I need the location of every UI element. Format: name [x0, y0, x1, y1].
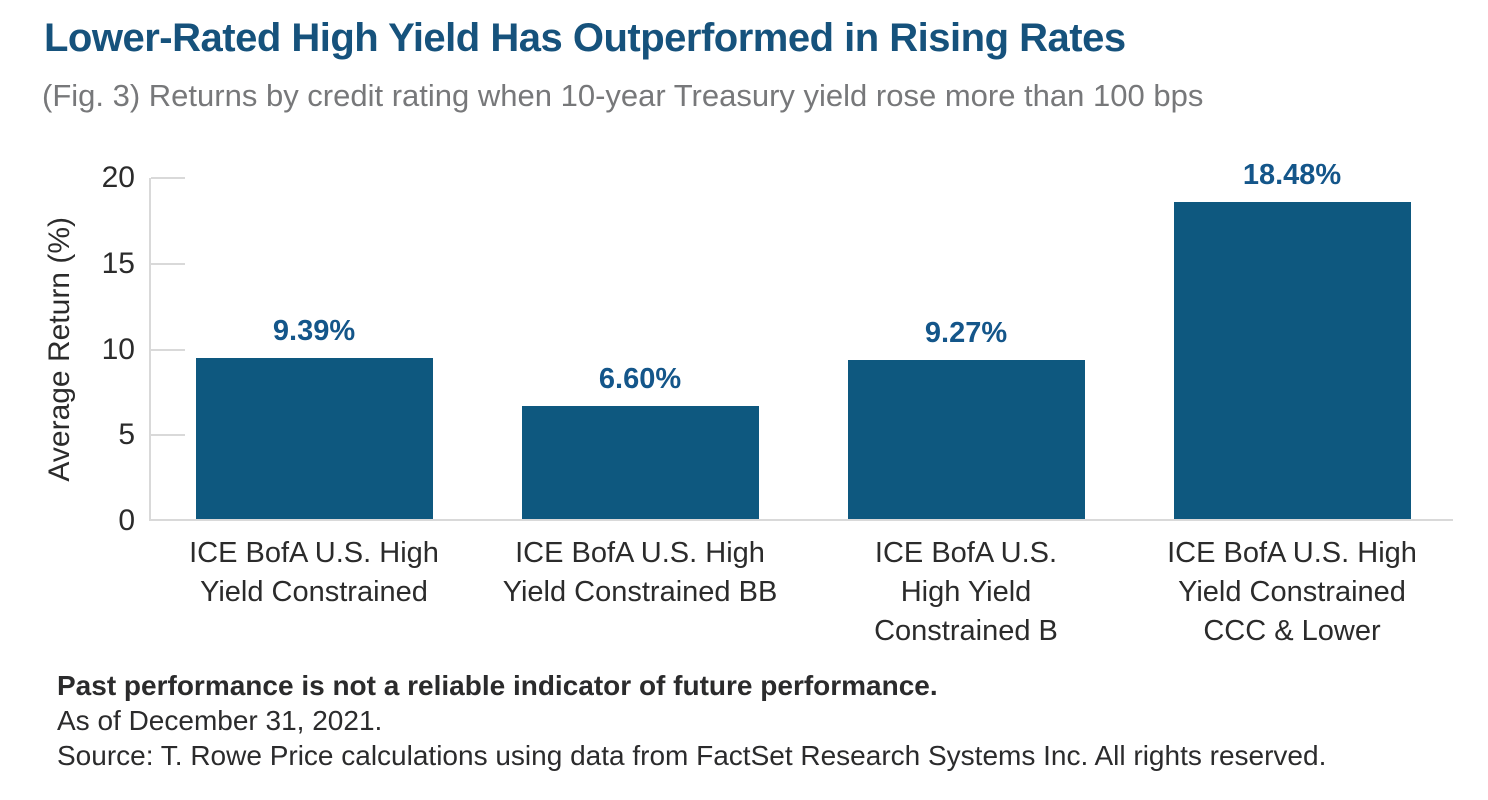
chart-subtitle: (Fig. 3) Returns by credit rating when 1… [42, 78, 1204, 113]
bar [195, 357, 433, 519]
x-axis-label: ICE BofA U.S. High Yield Constrained B [874, 537, 1058, 647]
y-tick-label: 10 [101, 332, 135, 366]
y-tick-label: 20 [101, 161, 135, 194]
y-tick-label: 15 [101, 246, 135, 280]
source-note: Source: T. Rowe Price calculations using… [57, 740, 1327, 771]
y-tick-mark [151, 434, 185, 437]
bar [521, 405, 759, 519]
plot-area: 0 5 10 15 20 9.39% ICE BofA U.S. High Yield Co… [102, 159, 1453, 647]
y-tick-mark [151, 348, 185, 351]
y-tick-mark [151, 177, 185, 179]
y-tick-mark [151, 262, 185, 265]
y-axis-title: Average Return (%) [38, 178, 82, 521]
x-axis-label: ICE BofA U.S. High Yield Constrained [189, 537, 439, 608]
y-tick-label: 5 [118, 418, 135, 452]
as-of-date: As of December 31, 2021. [57, 705, 383, 736]
bar-value-label: 6.60% [598, 362, 682, 395]
footnotes: Past performance is not a reliable indic… [57, 668, 1326, 773]
y-axis-title-text: Average Return (%) [43, 217, 76, 482]
x-axis-label: ICE BofA U.S. High Yield Constrained CCC… [1167, 537, 1417, 647]
y-tick-label: 0 [118, 504, 135, 537]
bar [847, 360, 1085, 519]
chart-title: Lower-Rated High Yield Has Outperformed … [44, 16, 1126, 60]
bar-value-label: 18.48% [1242, 159, 1342, 192]
bar-value-label: 9.27% [924, 317, 1008, 350]
x-axis-label: ICE BofA U.S. High Yield Constrained BB [502, 537, 778, 608]
bar [1173, 202, 1411, 519]
past-performance-note: Past performance is not a reliable indic… [57, 670, 938, 701]
bar-value-label: 9.39% [272, 314, 356, 347]
